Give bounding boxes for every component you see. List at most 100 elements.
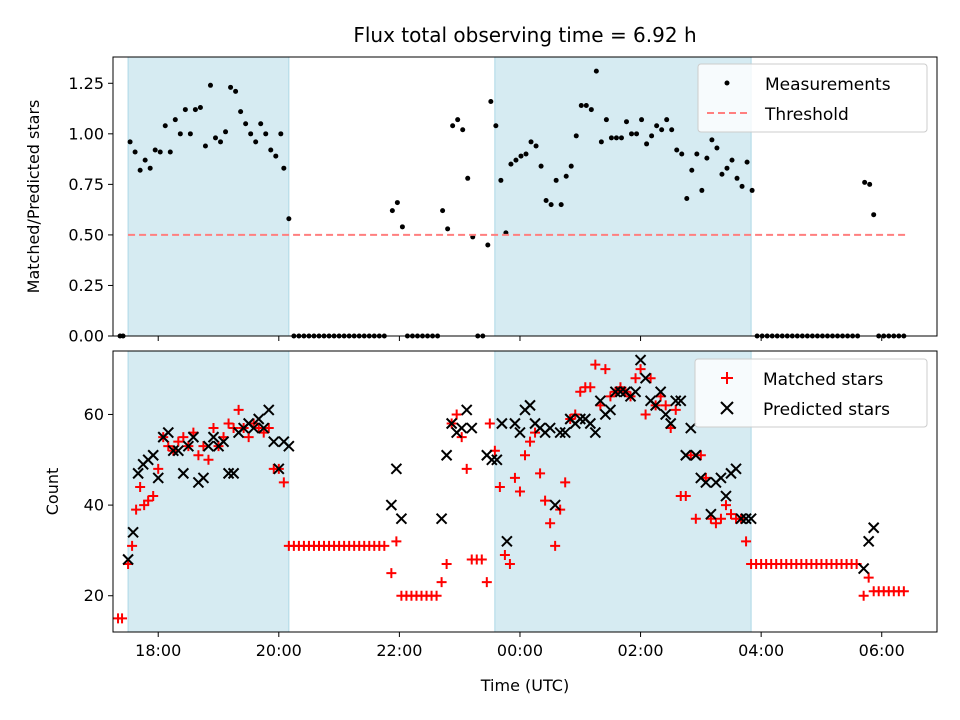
predicted-stars-point — [127, 526, 139, 538]
shaded-interval-0 — [127, 56, 290, 337]
predicted-stars-point — [544, 422, 556, 434]
x-tick-label: 00:00 — [497, 641, 543, 660]
predicted-stars-point — [445, 417, 458, 430]
matched-stars-point — [253, 423, 264, 434]
matched-stars-point — [550, 540, 561, 551]
measurement-point — [202, 143, 208, 149]
measurement-point — [649, 133, 655, 139]
matched-stars-point — [178, 432, 189, 443]
matched-stars-point — [726, 509, 736, 520]
measurement-point — [485, 242, 491, 248]
measurement-point — [538, 163, 544, 169]
matched-stars-point — [379, 540, 390, 551]
predicted-stars-point — [268, 435, 280, 448]
measurement-point — [598, 139, 604, 145]
matched-stars-point — [645, 373, 656, 384]
measurement-point — [187, 131, 193, 137]
predicted-stars-point — [385, 499, 398, 511]
predicted-stars-point — [649, 399, 662, 412]
predicted-stars-point — [720, 490, 732, 502]
measurement-point — [167, 149, 173, 155]
matched-stars-point — [436, 577, 447, 588]
x-tick-label: 04:00 — [738, 641, 784, 660]
y-tick-label: 1.25 — [68, 74, 104, 93]
matched-stars-point — [148, 491, 159, 502]
matched-stars-point — [560, 477, 571, 488]
predicted-stars-point — [466, 422, 478, 434]
bottom-panel-legend-box — [694, 358, 928, 428]
measurement-point — [182, 107, 188, 113]
legend-matched-label: Matched stars — [763, 370, 883, 390]
matched-stars-point — [685, 450, 696, 461]
predicted-stars-point — [247, 422, 260, 434]
bottom-panel-x-axis-label: Time (UTC) — [480, 676, 569, 695]
predicted-stars-point — [735, 512, 747, 525]
top-panel-x-ticks — [157, 336, 883, 341]
measurement-point — [172, 117, 178, 123]
measurement-point — [142, 157, 148, 163]
measurement-point — [493, 123, 499, 129]
matched-stars-point — [520, 450, 530, 461]
measurement-point — [460, 127, 466, 133]
predicted-stars-point — [857, 562, 870, 575]
predicted-stars-point — [283, 440, 295, 452]
top-panel-shaded-intervals — [127, 56, 752, 337]
measurement-point — [694, 151, 700, 157]
measurement-point — [197, 105, 203, 111]
matched-stars-point — [545, 518, 556, 529]
matched-stars-point — [476, 554, 487, 565]
measurement-point — [147, 165, 153, 171]
predicted-stars-point — [147, 449, 159, 461]
matched-stars-point — [509, 472, 520, 483]
legend-measurements-dot — [724, 80, 730, 86]
matched-stars-point — [540, 495, 551, 506]
predicted-stars-point — [172, 445, 185, 457]
measurement-point — [137, 167, 143, 173]
legend-matched-plus — [721, 372, 733, 384]
predicted-stars-point — [715, 472, 727, 484]
measurement-point — [867, 181, 873, 187]
measurement-point — [699, 187, 705, 193]
predicted-stars-point — [584, 417, 597, 430]
measurement-point — [664, 117, 670, 123]
y-tick-label: 0.00 — [68, 327, 104, 346]
predicted-stars-point — [167, 445, 180, 457]
matched-stars-point — [391, 536, 402, 547]
measurement-point — [739, 183, 745, 189]
matched-stars-point — [630, 373, 641, 384]
measurement-point — [518, 153, 524, 159]
predicted-stars-point — [574, 413, 586, 425]
predicted-stars-point — [589, 426, 602, 439]
predicted-stars-point — [705, 508, 717, 520]
matched-stars-point — [203, 454, 214, 465]
top-panel-frame — [112, 56, 938, 337]
matched-stars-point — [600, 364, 611, 375]
measurement-point — [399, 224, 405, 230]
measurement-point — [629, 131, 635, 137]
matched-stars-point — [117, 613, 128, 624]
top-panel-legend: Measurements Threshold — [697, 63, 928, 133]
x-tick-label: 02:00 — [618, 641, 664, 660]
measurement-point — [593, 68, 599, 74]
matched-stars-point — [431, 590, 442, 601]
predicted-stars-point — [491, 454, 503, 466]
matched-stars-point — [858, 590, 869, 601]
y-tick-label: 60 — [84, 405, 104, 424]
predicted-stars-point — [594, 395, 607, 407]
matched-stars-point — [863, 572, 874, 583]
y-tick-label: 1.00 — [68, 124, 104, 143]
predicted-stars-point — [549, 499, 561, 511]
predicted-stars-point — [252, 413, 265, 425]
matched-stars-point — [198, 441, 209, 452]
matched-stars-point — [278, 477, 289, 488]
measurement-point — [223, 129, 229, 135]
measurement-point — [263, 131, 269, 137]
matched-stars-point — [695, 450, 706, 461]
measurement-point — [734, 175, 740, 181]
measurement-point — [248, 131, 254, 137]
measurement-point — [445, 226, 451, 232]
predicted-stars-point — [685, 422, 697, 434]
predicted-stars-point — [496, 417, 508, 430]
matched-stars-point — [715, 513, 726, 524]
predicted-stars-point — [263, 404, 275, 416]
